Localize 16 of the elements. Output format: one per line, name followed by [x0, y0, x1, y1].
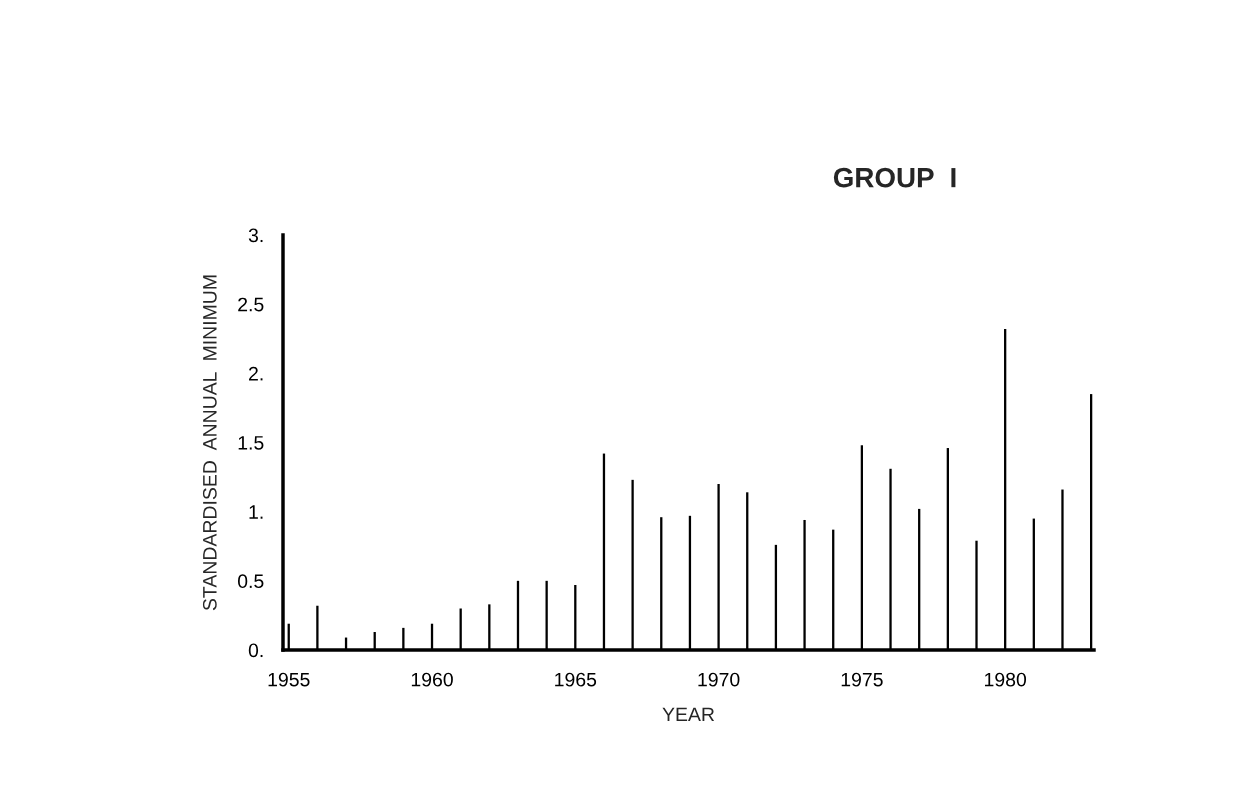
- x-tick-label: 1955: [268, 672, 310, 687]
- y-tick-label: 1.5: [238, 436, 264, 450]
- x-tick-label: 1975: [841, 672, 883, 687]
- y-tick-label: 2.5: [238, 297, 264, 312]
- y-tick-label: 0.: [248, 643, 263, 658]
- x-tick-label: 1970: [698, 672, 740, 687]
- y-axis-title: STANDARDISED ANNUAL MINIMUM: [202, 275, 217, 611]
- y-tick-label: 0.5: [237, 574, 264, 589]
- chart-title: GROUP I: [833, 167, 956, 188]
- x-tick-label: 1980: [985, 672, 1027, 687]
- y-tick-label: 3.: [248, 228, 263, 243]
- x-tick-label: 1960: [411, 672, 453, 687]
- y-tick-label: 2.: [249, 366, 263, 381]
- y-tick-label: 1.: [249, 505, 263, 519]
- x-axis-title: YEAR: [662, 707, 715, 722]
- x-tick-label: 1965: [555, 672, 597, 687]
